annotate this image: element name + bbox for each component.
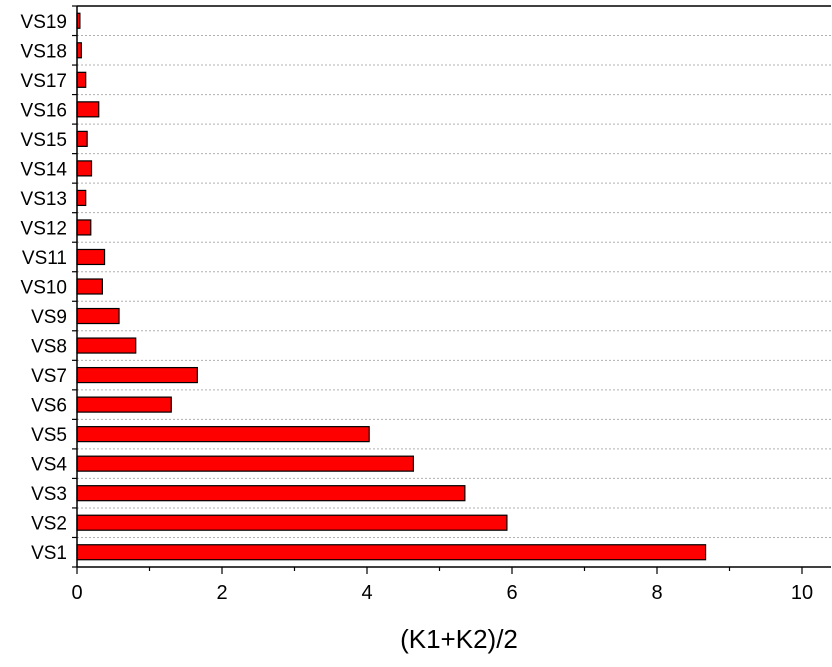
y-tick-label: VS7: [31, 366, 67, 387]
y-tick-label: VS13: [21, 189, 67, 210]
bar-vs15: [76, 130, 88, 147]
y-tick-label: VS1: [31, 543, 67, 564]
bar-vs11: [76, 248, 106, 266]
x-tick-label: 2: [216, 582, 227, 604]
bar-vs9: [76, 307, 120, 325]
y-tick-label: VS11: [22, 248, 67, 269]
bar-vs13: [76, 189, 87, 207]
bar-vs8: [76, 337, 137, 354]
x-tick-label: 4: [361, 582, 372, 604]
y-tick-label: VS15: [21, 130, 67, 151]
bar-vs4: [76, 455, 414, 472]
y-tick-label: VS2: [31, 514, 67, 535]
x-tick-label: 0: [71, 582, 82, 604]
y-tick-label: VS4: [31, 455, 67, 476]
y-tick-label: VS6: [31, 396, 67, 417]
bar-vs1: [76, 544, 707, 561]
bar-vs2: [76, 514, 508, 531]
y-tick-label: VS18: [21, 41, 67, 62]
y-tick-label: VS19: [21, 12, 67, 33]
bar-vs14: [76, 160, 93, 177]
x-tick-labels: 0 2 4 6 8 10: [71, 582, 813, 604]
y-tick-label: VS9: [31, 307, 67, 328]
bar-vs12: [76, 219, 92, 236]
grid-lines: [77, 35, 831, 538]
y-tick-label: VS14: [21, 159, 68, 180]
x-tick-label: 10: [791, 582, 813, 604]
y-tick-labels: VS1 VS2 VS3 VS4 VS5 VS6 VS7 VS8 VS9 VS10 VS11 VS12 V…: [21, 12, 68, 564]
bar-vs3: [76, 485, 466, 502]
y-tick-label: VS10: [21, 278, 67, 299]
axes: [72, 5, 831, 574]
bar-vs5: [76, 426, 370, 443]
bar-vs7: [76, 366, 198, 384]
bar-vs17: [76, 71, 87, 88]
bars: [76, 12, 707, 561]
y-tick-label: VS5: [31, 425, 67, 446]
x-axis-label: (K1+K2)/2: [400, 624, 518, 654]
x-tick-label: 6: [506, 582, 517, 604]
bar-vs16: [76, 101, 100, 118]
y-tick-label: VS16: [21, 100, 67, 121]
bar-vs10: [76, 278, 103, 295]
y-tick-label: VS17: [21, 71, 67, 92]
bar-vs6: [76, 396, 172, 413]
y-tick-label: VS12: [21, 218, 67, 239]
x-tick-label: 8: [651, 582, 662, 604]
y-tick-label: VS3: [31, 484, 67, 505]
y-tick-label: VS8: [31, 337, 67, 358]
